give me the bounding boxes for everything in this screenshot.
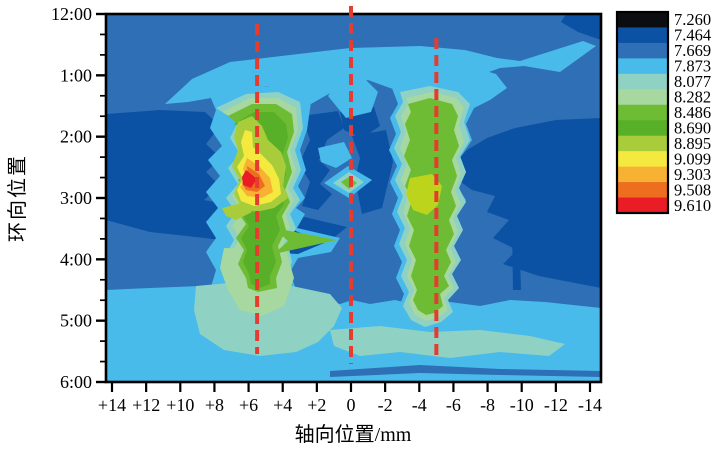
reference-lines <box>255 6 439 364</box>
x-tick-label: +12 <box>132 395 160 415</box>
x-tick-label: -10 <box>510 395 534 415</box>
legend-swatch <box>617 12 668 28</box>
legend-value: 7.464 <box>674 26 711 45</box>
x-tick-label: -12 <box>544 395 568 415</box>
contour-region-navy-right <box>452 118 601 288</box>
x-tick-label: 0 <box>347 395 356 415</box>
legend-value: 7.669 <box>674 41 711 60</box>
legend-value: 9.610 <box>674 196 711 215</box>
legend-swatch <box>617 166 668 183</box>
legend-value: 7.260 <box>674 10 711 29</box>
x-tick-label: +4 <box>273 395 292 415</box>
contour-region-topband <box>165 41 596 104</box>
x-tick-label: -6 <box>446 395 461 415</box>
x-tick-label: +2 <box>307 395 326 415</box>
x-tick-label: -8 <box>480 395 495 415</box>
legend-swatch <box>617 151 668 168</box>
y-axis-title: 环向位置 <box>6 154 29 242</box>
legend-swatch <box>617 104 668 121</box>
contour-region-yellowgreen-lightning <box>222 202 252 220</box>
legend-value: 8.690 <box>674 118 711 137</box>
legend-swatch <box>617 120 668 137</box>
contour-region-navy-left-band <box>106 110 347 244</box>
legend-border <box>615 10 670 215</box>
x-axis-title: 轴向位置/mm <box>295 423 412 446</box>
contour-region-navy-topright <box>561 14 601 40</box>
x-tick-label: -4 <box>412 395 427 415</box>
y-tick-label: 5:00 <box>60 311 92 331</box>
x-axis: +14 +12 +10 +8 +6 +4 +2 0 -2 -4 -6 -8 -10 -12 -14 <box>98 383 602 415</box>
y-axis: 12:00 1:00 2:00 3:00 4:00 5:00 6:00 <box>51 4 106 392</box>
legend-swatch <box>617 135 668 152</box>
y-tick-label: 3:00 <box>60 188 92 208</box>
legend-swatch <box>617 89 668 106</box>
contour-region-seafoam-streak <box>330 326 565 358</box>
legend-swatch <box>617 42 668 59</box>
legend-swatch <box>617 73 668 90</box>
legend-swatch <box>617 58 668 75</box>
y-tick-label: 6:00 <box>60 372 92 392</box>
y-tick-label: 12:00 <box>51 4 92 24</box>
contour-region-navy-center-b <box>299 111 344 210</box>
x-tick-label: +10 <box>166 395 194 415</box>
contour-region-royal-streak <box>330 365 601 377</box>
legend-swatch <box>617 197 668 214</box>
contour-region-center-patch <box>318 142 352 168</box>
contour-region-lime-patch <box>406 174 442 215</box>
contour-region-navy-center-c <box>352 130 393 214</box>
legend-value: 9.508 <box>674 180 711 199</box>
y-tick-label: 2:00 <box>60 127 92 147</box>
x-tick-label: +14 <box>98 395 126 415</box>
contour-region-seafoam-bottomblob <box>194 282 342 356</box>
contour-region-red-peak <box>242 170 257 188</box>
legend-value: 9.303 <box>674 165 711 184</box>
y-tick-label: 1:00 <box>60 65 92 85</box>
legend: 7.2607.4647.6697.8738.0778.2828.4868.690… <box>615 10 711 215</box>
legend-value: 8.895 <box>674 134 711 153</box>
legend-swatch <box>617 27 668 44</box>
x-tick-label: -2 <box>378 395 393 415</box>
legend-value: 7.873 <box>674 57 711 76</box>
x-tick-label: -14 <box>578 395 602 415</box>
x-tick-label: +8 <box>205 395 224 415</box>
contour-field <box>106 14 601 382</box>
contour-region-navy-sliver <box>512 224 521 290</box>
legend-value: 8.486 <box>674 103 711 122</box>
legend-value: 8.077 <box>674 72 711 91</box>
legend-swatch <box>617 182 668 198</box>
y-tick-label: 4:00 <box>60 249 92 269</box>
x-tick-label: +6 <box>239 395 258 415</box>
legend-value: 9.099 <box>674 149 711 168</box>
contour-region-green-wedge <box>274 228 337 254</box>
legend-value: 8.282 <box>674 88 711 107</box>
